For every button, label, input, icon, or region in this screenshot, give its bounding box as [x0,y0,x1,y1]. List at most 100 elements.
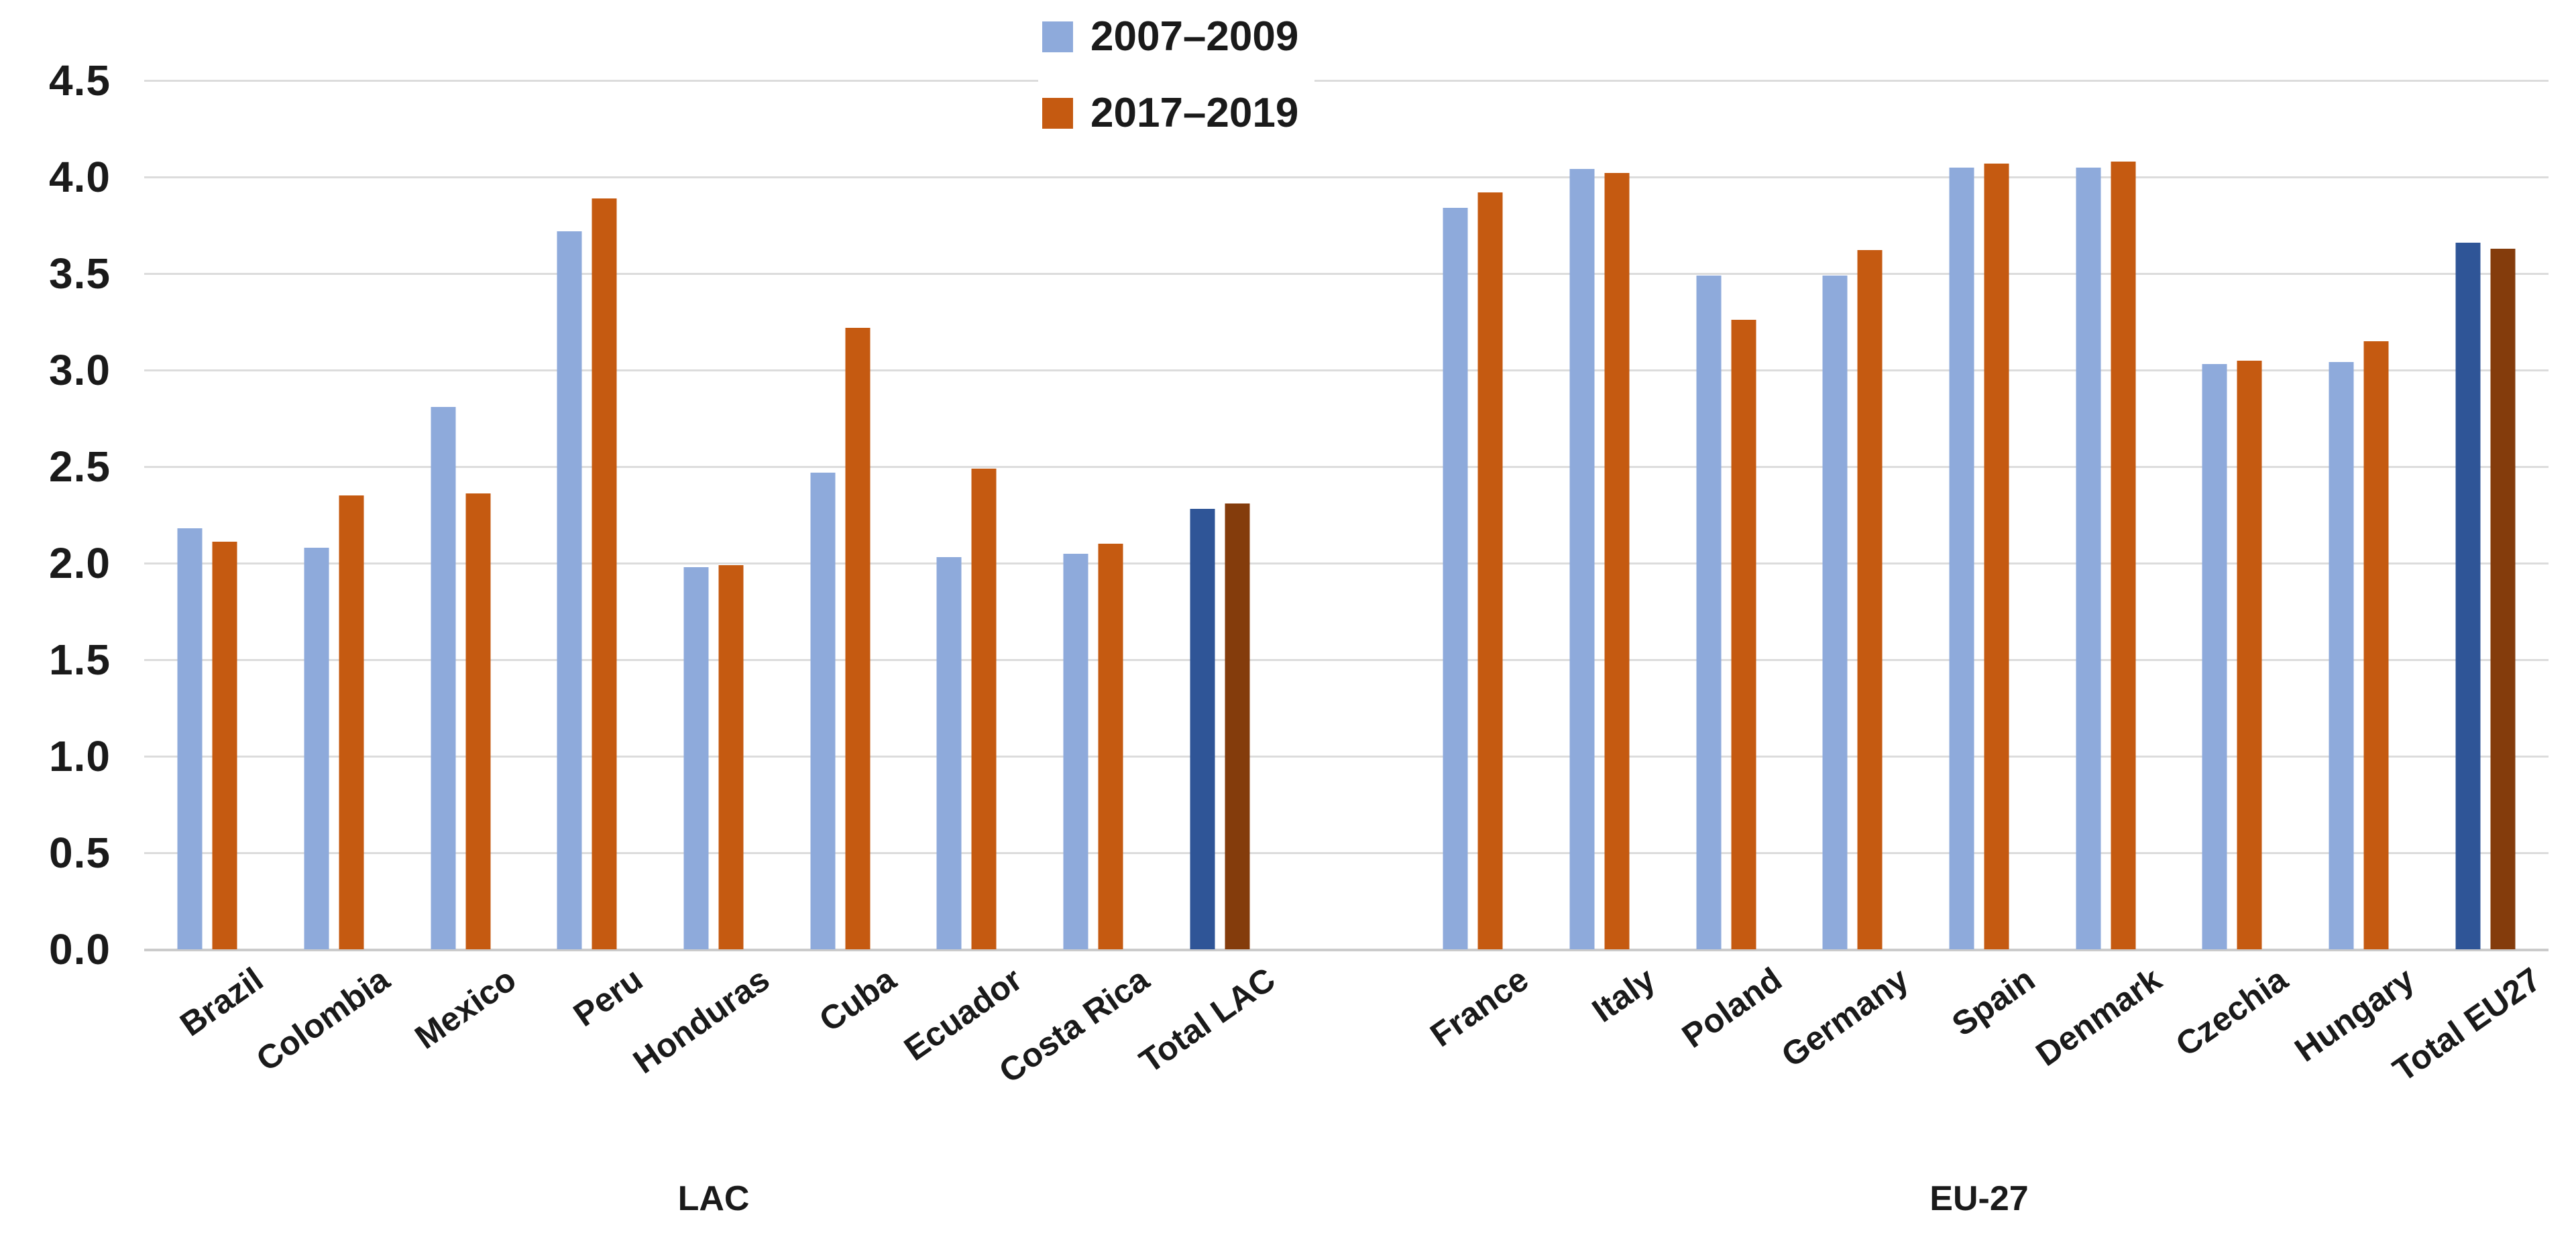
legend: 2007–2009 2017–2019 [1038,11,1315,139]
bar-pair-costa-rica [1063,544,1123,949]
x-axis-label-honduras: Honduras [626,960,777,1081]
bar-pair-total-eu27 [2455,242,2516,949]
category-costa-rica: Costa Rica [992,80,1157,1090]
gridline-1.0 [144,756,2549,758]
bar-2007-2009-ecuador [936,557,962,949]
bar-pair-france [1443,192,1503,949]
bar-2017-2019-italy [1604,173,1630,949]
bar-pair-peru [557,198,617,949]
bar-pair-ecuador [936,468,997,949]
bar-pair-total-lac [1190,503,1250,949]
bar-2007-2009-mexico [431,406,456,949]
y-axis-tick-1.5: 1.5 [49,636,111,684]
gridline-2.0 [144,562,2549,564]
bar-2017-2019-total-lac [1225,503,1250,949]
bar-2007-2009-poland [1696,275,1722,949]
legend-item-2017-2019: 2017–2019 [1042,91,1298,135]
bar-2017-2019-honduras [718,564,744,949]
x-axis-label-poland: Poland [1675,960,1789,1055]
bar-2007-2009-cuba [810,472,836,949]
category-hungary: Hungary [2288,80,2422,1069]
bar-pair-germany [1822,250,1883,949]
category-honduras: Honduras [626,80,777,1081]
legend-item-2007-2009: 2007–2009 [1042,15,1298,59]
y-axis-tick-2.5: 2.5 [49,442,111,491]
legend-label-2007-2009: 2007–2009 [1090,13,1299,60]
x-axis-label-colombia: Colombia [249,960,396,1079]
x-axis-label-italy: Italy [1585,960,1662,1030]
gridline-4.5 [144,80,2549,82]
gridline-0.0 [144,949,2549,951]
y-axis-tick-2.0: 2.0 [49,539,111,587]
bar-2017-2019-colombia [339,495,364,949]
bar-2017-2019-cuba [845,327,871,949]
bar-pair-italy [1569,169,1630,949]
bar-2007-2009-colombia [304,547,329,949]
x-axis-label-france: France [1423,960,1536,1055]
y-axis-tick-1.0: 1.0 [49,732,111,780]
bar-pair-hungary [2329,341,2389,949]
bar-2017-2019-czechia [2237,360,2262,949]
bar-pair-czechia [2202,360,2262,949]
bar-pair-brazil [177,528,237,949]
bar-pair-cuba [810,327,871,949]
gridline-1.5 [144,659,2549,661]
bar-pair-spain [1949,163,2009,949]
bar-2017-2019-poland [1731,320,1756,949]
bar-2007-2009-spain [1949,167,1974,949]
bar-2017-2019-denmark [2111,161,2136,949]
y-axis-tick-3.0: 3.0 [49,346,111,394]
category-italy: Italy [1536,80,1663,1030]
legend-label-2017-2019: 2017–2019 [1090,90,1299,136]
bar-2017-2019-spain [1984,163,2009,949]
bar-2017-2019-germany [1857,250,1883,949]
legend-swatch-2017-2019 [1042,98,1073,129]
x-axis-label-cuba: Cuba [812,960,903,1039]
plot-area: Brazil Colombia Mexico Peru Honduras Cuba Ecua… [144,80,2549,1090]
bar-pair-poland [1696,275,1756,949]
gridline-2.5 [144,466,2549,468]
x-axis-label-germany: Germany [1774,960,1915,1075]
y-axis-tick-0.5: 0.5 [49,829,111,877]
category-ecuador: Ecuador [897,80,1030,1068]
category-colombia: Colombia [249,80,398,1079]
bar-2017-2019-total-eu27 [2490,248,2516,949]
bar-2017-2019-costa-rica [1098,544,1123,949]
bar-2007-2009-brazil [177,528,203,949]
bar-2017-2019-peru [592,198,617,949]
y-axis-tick-4.5: 4.5 [49,56,111,105]
x-axis-label-denmark: Denmark [2029,960,2168,1073]
category-poland: Poland [1663,80,1789,1055]
category-brazil: Brazil [144,80,271,1043]
x-axis-label-czechia: Czechia [2169,960,2295,1064]
y-axis-tick-0.0: 0.0 [49,925,111,973]
bar-2007-2009-czechia [2202,364,2227,949]
x-axis-label-brazil: Brazil [173,960,270,1044]
bar-pair-denmark [2076,161,2136,949]
bar-2007-2009-france [1443,208,1468,949]
bar-2017-2019-france [1477,192,1503,949]
gridline-4.0 [144,176,2549,178]
category-germany: Germany [1775,80,1916,1075]
category-mexico: Mexico [397,80,524,1056]
x-axis-label-mexico: Mexico [408,960,523,1057]
x-axis-label-peru: Peru [567,960,650,1034]
y-axis: 4.5 4.0 3.5 3.0 2.5 2.0 1.5 1.0 0.5 0.0 [0,59,111,971]
category-spain: Spain [1916,80,2043,1043]
bar-2007-2009-honduras [683,567,709,949]
gridline-3.0 [144,369,2549,371]
gridline-0.5 [144,852,2549,854]
bar-2007-2009-total-lac [1190,509,1215,949]
bar-pair-honduras [683,564,744,949]
category-total-lac: Total LAC [1133,80,1283,1081]
group-label-lac: LAC [677,1179,750,1218]
y-axis-tick-4.0: 4.0 [49,153,111,201]
bar-2007-2009-total-eu27 [2455,242,2481,949]
x-axis-label-spain: Spain [1945,960,2042,1044]
bar-2007-2009-hungary [2329,362,2354,949]
y-axis-tick-3.5: 3.5 [49,249,111,298]
category-cuba: Cuba [777,80,903,1039]
category-france: France [1410,80,1536,1054]
bar-2017-2019-ecuador [971,468,997,949]
